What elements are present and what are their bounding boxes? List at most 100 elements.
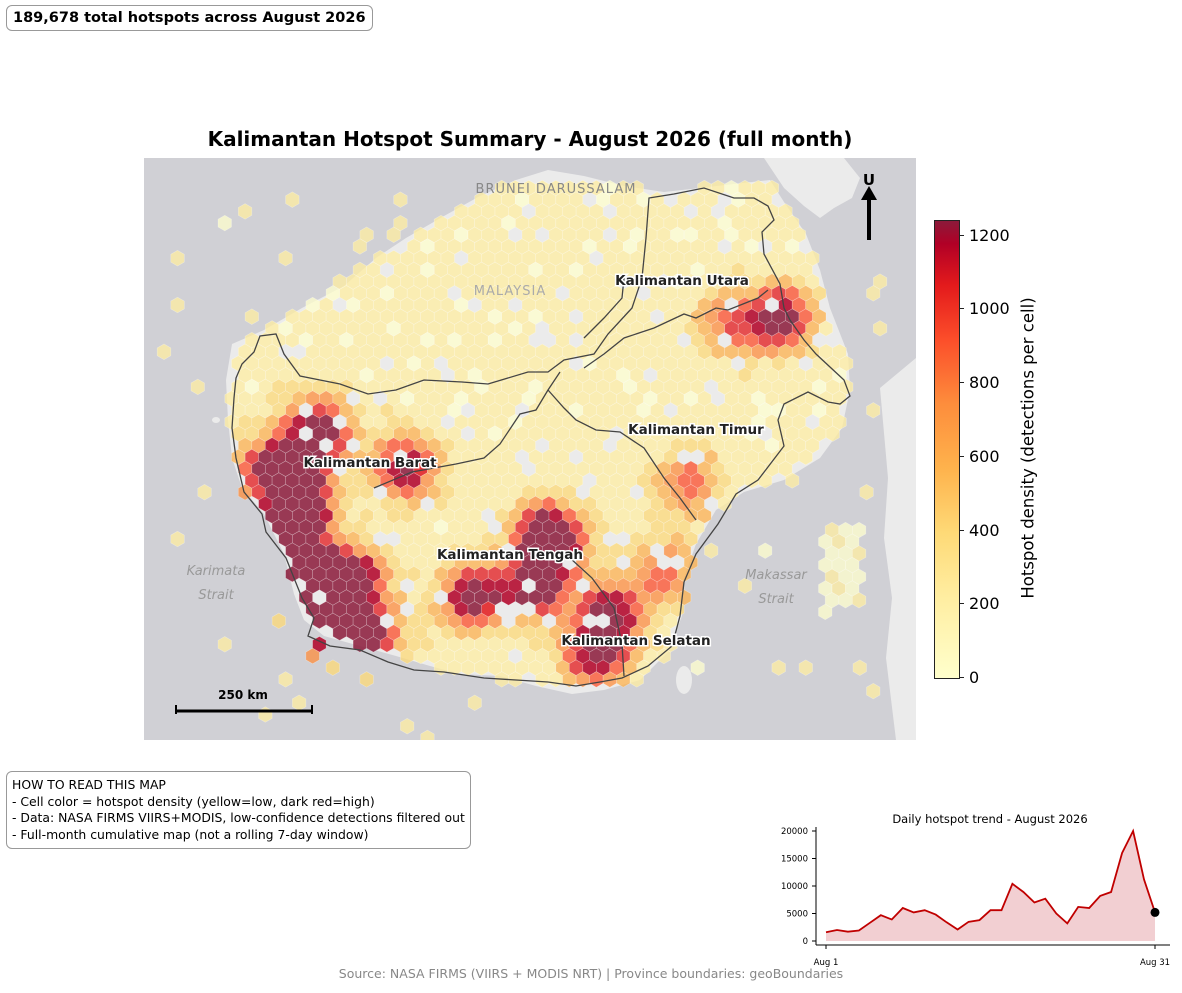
trend-chart-title: Daily hotspot trend - August 2026 bbox=[892, 812, 1088, 826]
hex-cell bbox=[170, 296, 185, 314]
hex-cell bbox=[292, 694, 307, 711]
colorbar-tick-label: 400 bbox=[969, 520, 1000, 540]
hex-cell bbox=[278, 671, 293, 688]
label-brunei: BRUNEI DARUSSALAM bbox=[476, 182, 637, 197]
province-label-tengah: Kalimantan Tengah bbox=[437, 547, 583, 563]
scale-bar-label: 250 km bbox=[218, 688, 268, 702]
hex-cell bbox=[852, 659, 867, 676]
island bbox=[676, 666, 692, 694]
y-tick-label: 20000 bbox=[781, 827, 808, 837]
boundary-barat-tengah bbox=[373, 371, 561, 489]
hexbin-layer bbox=[156, 179, 888, 740]
hex-cell bbox=[785, 472, 800, 489]
colorbar-tick-label: 1000 bbox=[969, 299, 1010, 319]
label-makassar-1: Makassar bbox=[745, 568, 808, 583]
y-tick-label: 10000 bbox=[781, 882, 808, 892]
hex-cell bbox=[359, 671, 374, 688]
how-to-read-line: - Full-month cumulative map (not a rolli… bbox=[12, 826, 369, 842]
source-footer: Source: NASA FIRMS (VIIRS + MODIS NRT) |… bbox=[338, 966, 844, 981]
hex-cell bbox=[851, 592, 867, 609]
hex-cell bbox=[217, 636, 232, 653]
daily-trend-chart: 0 5000 10000 15000 20000 Aug 1 Aug 31 bbox=[781, 827, 1170, 968]
hex-cell bbox=[217, 214, 232, 232]
how-to-read-line: - Cell color = hotspot density (yellow=l… bbox=[12, 793, 375, 809]
hex-cell bbox=[190, 378, 205, 396]
hex-cell bbox=[771, 659, 786, 676]
north-arrow: U bbox=[861, 171, 877, 240]
hex-cell bbox=[690, 659, 705, 676]
colorbar-tick-label: 600 bbox=[969, 446, 1000, 466]
hex-cell bbox=[170, 530, 185, 548]
label-karimata-1: Karimata bbox=[187, 564, 246, 579]
boundary-interior-utara bbox=[583, 277, 625, 339]
north-arrow-label: U bbox=[863, 171, 875, 189]
total-hotspots-badge: 189,678 total hotspots across August 202… bbox=[6, 5, 373, 31]
hex-cell bbox=[352, 238, 367, 255]
colorbar bbox=[934, 220, 960, 679]
province-label-timur: Kalimantan Timur bbox=[628, 422, 764, 438]
hex-cell bbox=[271, 612, 286, 630]
hex-cell bbox=[758, 472, 773, 489]
hex-cell bbox=[872, 320, 888, 337]
kalimantan-outline bbox=[231, 187, 851, 687]
hex-cell bbox=[866, 402, 881, 419]
hex-cell bbox=[818, 320, 834, 337]
hex-cell bbox=[244, 308, 259, 325]
sabah-landmass bbox=[764, 158, 860, 218]
trend-endpoint bbox=[1150, 907, 1160, 917]
hex-cell bbox=[737, 577, 753, 594]
label-malaysia: MALAYSIA bbox=[474, 284, 546, 299]
map-title: Kalimantan Hotspot Summary - August 2026… bbox=[207, 127, 853, 151]
hex-cell bbox=[156, 343, 172, 360]
colorbar-tick-label: 0 bbox=[969, 668, 980, 687]
province-label-utara: Kalimantan Utara bbox=[615, 273, 749, 289]
trend-line bbox=[825, 828, 1156, 934]
hex-cell bbox=[866, 682, 881, 700]
hex-cell bbox=[420, 729, 435, 740]
colorbar-tick-label: 800 bbox=[969, 373, 1000, 393]
hex-cell bbox=[238, 203, 253, 220]
x-tick-label: Aug 31 bbox=[1140, 958, 1170, 968]
island bbox=[212, 417, 220, 423]
hex-cell bbox=[704, 542, 719, 559]
hex-cell bbox=[197, 484, 212, 501]
province-label-barat: Kalimantan Barat bbox=[303, 455, 437, 471]
hex-cell bbox=[393, 191, 408, 208]
scale-bar: 250 km bbox=[175, 688, 313, 714]
y-tick-label: 0 bbox=[803, 937, 808, 947]
hex-cell bbox=[825, 425, 840, 442]
boundary-tengah-timur bbox=[547, 389, 697, 521]
hex-cell bbox=[278, 250, 293, 267]
how-to-read-heading: HOW TO READ THIS MAP bbox=[12, 777, 166, 792]
colorbar-label: Hotspot density (detections per cell) bbox=[1018, 297, 1038, 599]
province-label-selatan: Kalimantan Selatan bbox=[561, 633, 710, 649]
hex-cell bbox=[400, 718, 415, 735]
hex-cell bbox=[656, 647, 671, 665]
colorbar-tick-label: 200 bbox=[969, 594, 1000, 614]
hotspot-map[interactable]: BRUNEI DARUSSALAM MALAYSIA Karimata Stra… bbox=[144, 158, 916, 740]
hex-cell bbox=[386, 226, 401, 243]
hex-cell bbox=[305, 647, 320, 665]
y-tick-label: 5000 bbox=[786, 910, 808, 920]
how-to-read-box: HOW TO READ THIS MAP - Cell color = hots… bbox=[6, 771, 471, 849]
hex-cell bbox=[798, 659, 813, 676]
hex-cell bbox=[170, 250, 185, 267]
hex-cell bbox=[285, 191, 300, 208]
colorbar-tick-label: 1200 bbox=[969, 225, 1010, 245]
label-makassar-2: Strait bbox=[758, 592, 794, 607]
hex-cell bbox=[818, 603, 833, 621]
trend-area bbox=[826, 831, 1155, 941]
how-to-read-line: - Data: NASA FIRMS VIIRS+MODIS, low-conf… bbox=[12, 810, 465, 825]
hex-cell bbox=[325, 659, 340, 676]
boundary-tengah-selatan bbox=[569, 557, 625, 677]
y-tick-label: 15000 bbox=[781, 855, 808, 865]
x-tick-label: Aug 1 bbox=[814, 958, 839, 968]
province-boundaries bbox=[231, 187, 851, 687]
hex-cell bbox=[758, 542, 773, 559]
hex-cell bbox=[798, 448, 813, 466]
hex-cell bbox=[866, 285, 881, 302]
sulawesi-landmass bbox=[880, 358, 916, 740]
hex-cell bbox=[859, 484, 874, 501]
boundary-utara-timur bbox=[583, 289, 769, 369]
hex-cell bbox=[467, 694, 482, 711]
